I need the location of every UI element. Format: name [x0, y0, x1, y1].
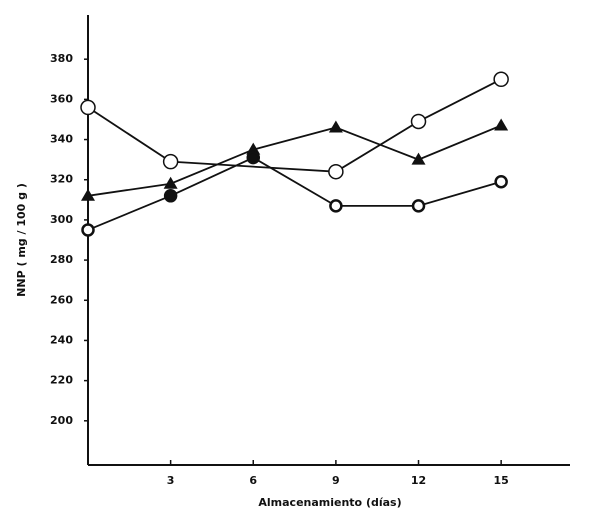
triangle-marker: [246, 142, 261, 155]
triangle-marker: [81, 188, 95, 201]
y-tick-label: 340: [50, 133, 73, 146]
circle-marker: [493, 71, 509, 88]
triangle-marker: [163, 176, 178, 189]
circle-marker: [411, 199, 426, 213]
x-axis-label: Almacenamiento (días): [258, 496, 401, 509]
y-tick-label: 300: [50, 213, 73, 226]
circle-marker: [328, 163, 344, 180]
circle-marker: [162, 153, 179, 170]
y-tick-label: 360: [50, 92, 73, 105]
series-line: [87, 78, 502, 173]
y-axis-label: NNP ( mg / 100 g ): [15, 183, 28, 297]
circle-marker: [410, 113, 427, 130]
x-tick-label: 15: [493, 474, 508, 487]
y-tick-label: 260: [50, 293, 73, 306]
circle-marker: [246, 150, 261, 165]
x-tick-label: 12: [411, 474, 426, 487]
series-line: [87, 124, 502, 197]
triangle-marker: [494, 118, 509, 131]
circle-marker: [163, 189, 178, 203]
y-tick-label: 200: [50, 414, 73, 427]
triangle-marker: [411, 152, 426, 165]
y-tick-label: 320: [50, 173, 73, 186]
circle-marker: [329, 199, 343, 213]
circle-marker: [494, 174, 508, 189]
series-line: [87, 156, 502, 231]
x-tick-label: 9: [332, 474, 340, 487]
x-tick-label: 3: [167, 474, 175, 487]
y-tick-label: 380: [50, 52, 73, 65]
circle-marker: [80, 99, 96, 116]
x-tick-label: 6: [249, 474, 257, 487]
y-tick-label: 280: [50, 253, 73, 266]
y-tick-label: 240: [50, 333, 73, 346]
circle-marker: [81, 223, 95, 237]
triangle-marker: [328, 120, 343, 133]
y-tick-label: 220: [50, 374, 73, 387]
